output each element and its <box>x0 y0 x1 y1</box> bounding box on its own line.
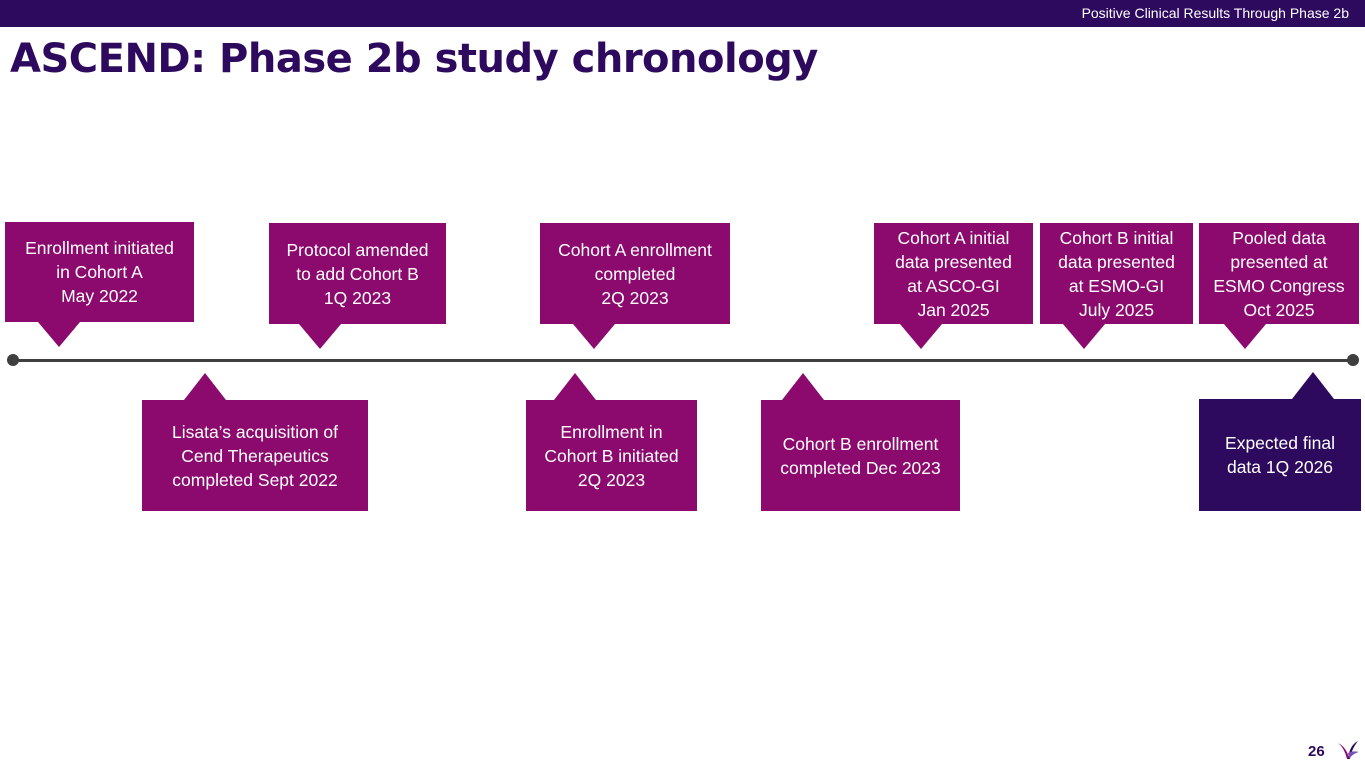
section-label: Positive Clinical Results Through Phase … <box>1081 5 1349 21</box>
timeline-axis <box>13 359 1353 362</box>
milestone-text: Enrollment initiated in Cohort A May 202… <box>25 238 174 306</box>
milestone-expected-final-data: Expected final data 1Q 2026 <box>1199 372 1361 511</box>
page-title: ASCEND: Phase 2b study chronology <box>10 36 818 82</box>
milestone-enrollment-cohort-a: Enrollment initiated in Cohort A May 202… <box>5 222 194 347</box>
milestone-text: Expected final data 1Q 2026 <box>1225 433 1335 477</box>
milestone-text: Cohort B initial data presented at ESMO-… <box>1058 227 1175 320</box>
milestone-cohort-b-data-esmo-gi: Cohort B initial data presented at ESMO-… <box>1040 223 1193 349</box>
milestone-cend-acquisition: Lisata’s acquisition of Cend Therapeutic… <box>142 373 368 511</box>
milestone-protocol-amended: Protocol amended to add Cohort B 1Q 2023 <box>269 223 446 349</box>
milestone-text: Cohort B enrollment completed Dec 2023 <box>780 433 941 478</box>
milestone-text: Cohort A initial data presented at ASCO-… <box>895 227 1012 320</box>
milestone-pooled-data-esmo: Pooled data presented at ESMO Congress O… <box>1199 223 1359 349</box>
timeline-end-dot <box>1347 354 1359 366</box>
milestone-text: Protocol amended to add Cohort B 1Q 2023 <box>286 239 429 308</box>
lisata-logo-icon <box>1338 741 1359 759</box>
milestone-text: Cohort A enrollment completed 2Q 2023 <box>558 239 712 308</box>
milestone-cohort-a-data-asco-gi: Cohort A initial data presented at ASCO-… <box>874 223 1033 349</box>
milestone-text: Pooled data presented at ESMO Congress O… <box>1213 227 1345 320</box>
top-bar: Positive Clinical Results Through Phase … <box>0 0 1365 27</box>
milestone-text: Lisata’s acquisition of Cend Therapeutic… <box>171 421 339 490</box>
page-number: 26 <box>1308 743 1325 760</box>
milestone-text: Enrollment in Cohort B initiated 2Q 2023 <box>544 421 679 490</box>
milestone-cohort-a-enrollment-completed: Cohort A enrollment completed 2Q 2023 <box>540 223 730 349</box>
milestone-enrollment-cohort-b: Enrollment in Cohort B initiated 2Q 2023 <box>526 373 697 511</box>
milestone-cohort-b-enrollment-completed: Cohort B enrollment completed Dec 2023 <box>761 373 960 511</box>
timeline-start-dot <box>7 354 19 366</box>
